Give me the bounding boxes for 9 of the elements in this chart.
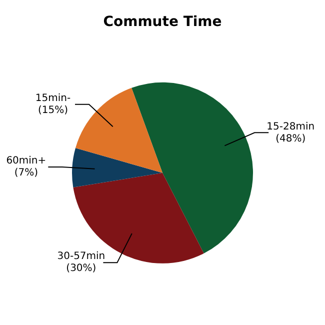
- data-label: (15%): [38, 104, 68, 116]
- slice-label: 60min+: [6, 156, 46, 167]
- slice-label: 15-28min: [266, 121, 315, 132]
- chart-title: Commute Time: [103, 14, 222, 30]
- data-label: (30%): [66, 263, 96, 274]
- slice-label: 15min-: [35, 92, 71, 104]
- data-label: (7%): [14, 168, 38, 179]
- slice-label: 30-57min: [57, 251, 106, 262]
- data-label: (48%): [276, 133, 306, 144]
